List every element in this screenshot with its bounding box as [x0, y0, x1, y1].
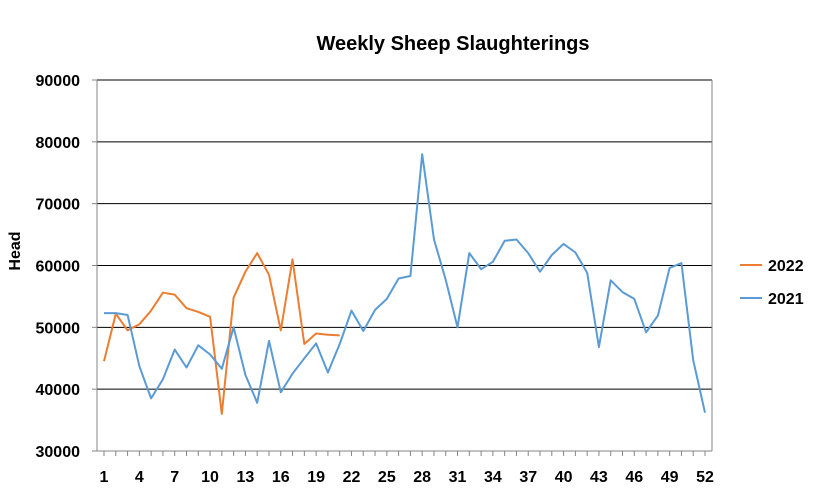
x-tick-label: 52: [696, 469, 714, 486]
y-axis-title: Head: [7, 231, 24, 270]
x-tick-label: 19: [307, 469, 325, 486]
legend-label-2022: 2022: [768, 258, 804, 275]
series-layer: [103, 153, 706, 415]
series-line-2021: [104, 153, 706, 413]
chart-title: Weekly Sheep Slaughterings: [316, 33, 589, 55]
gridlines: [97, 79, 712, 390]
x-tick-label: 37: [519, 469, 537, 486]
legend-label-2021: 2021: [768, 291, 804, 308]
x-tick-label: 22: [343, 469, 361, 486]
y-tick-label: 70000: [36, 197, 81, 214]
x-tick-label: 1: [100, 469, 109, 486]
x-tick-label: 40: [555, 469, 573, 486]
legend: 2022 2021: [740, 258, 804, 308]
x-tick-label: 25: [378, 469, 396, 486]
x-tick-label: 10: [201, 469, 219, 486]
x-tick-label: 16: [272, 469, 290, 486]
y-tick-label: 30000: [36, 444, 81, 461]
x-tick-label: 46: [625, 469, 643, 486]
x-tick-label: 7: [170, 469, 179, 486]
x-tick-label: 13: [237, 469, 255, 486]
x-tick-label: 43: [590, 469, 608, 486]
series-line-2022: [103, 252, 340, 415]
y-tick-label: 40000: [36, 382, 81, 399]
x-tick-label: 28: [413, 469, 431, 486]
y-tick-label: 80000: [36, 135, 81, 152]
x-tick-label: 49: [661, 469, 679, 486]
x-tick-label: 34: [484, 469, 502, 486]
axes: 30000 40000 50000 60000 70000 80000 90000 1 4 7 10…: [36, 73, 715, 486]
y-tick-label: 90000: [36, 73, 81, 90]
x-tick-label: 31: [449, 469, 467, 486]
x-tick-label: 4: [135, 469, 144, 486]
y-tick-label: 50000: [36, 320, 81, 337]
y-tick-label: 60000: [36, 259, 81, 276]
